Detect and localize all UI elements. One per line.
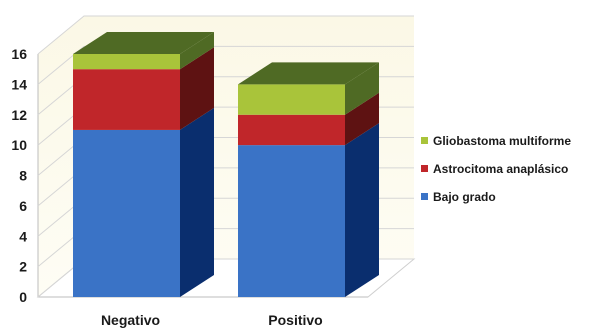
bar-segment-side (180, 32, 214, 70)
legend-swatch (421, 193, 428, 200)
bar-segment-front (73, 54, 180, 70)
bar-segment-side (180, 107, 214, 298)
x-category-label: Negativo (101, 312, 160, 328)
bar-stack-positivo (238, 62, 379, 297)
gridline (37, 45, 414, 85)
bar-segment-top (73, 32, 214, 54)
y-tick-label: 16 (11, 46, 27, 62)
bar-segment-front (238, 145, 345, 297)
y-axis-ticks: 0 2 4 6 8 10 12 14 16 (11, 46, 27, 305)
y-tick-label: 6 (19, 198, 27, 214)
bar-stack-negativo (73, 32, 214, 298)
gridline (37, 15, 414, 55)
bar-segment-side (180, 47, 214, 130)
y-tick-label: 12 (11, 107, 27, 123)
legend-label: Bajo grado (433, 190, 496, 204)
y-tick-label: 10 (11, 137, 27, 153)
bar-segment-front (73, 129, 180, 297)
bar-segment-front (238, 114, 345, 146)
bar-segment-front (73, 69, 180, 130)
legend-label: Astrocitoma anaplásico (433, 162, 568, 176)
bar-segment-side (345, 62, 379, 115)
bar-segment-side (345, 92, 379, 146)
bar-segment-top (238, 62, 379, 85)
bar-segment-side (345, 123, 379, 297)
legend-swatch (421, 137, 428, 144)
legend-label: Gliobastoma multiforme (433, 134, 571, 148)
legend-swatch (421, 165, 428, 172)
legend: Gliobastoma multiforme Astrocitoma anaplá… (421, 134, 571, 204)
x-axis-categories: Negativo Positivo (101, 312, 323, 328)
y-tick-label: 2 (19, 259, 27, 275)
y-tick-label: 0 (19, 289, 27, 305)
y-tick-label: 4 (19, 228, 27, 244)
y-tick-label: 14 (11, 76, 27, 92)
bar-segment-front (238, 84, 345, 115)
bars (73, 32, 379, 298)
y-tick-label: 8 (19, 168, 27, 184)
x-category-label: Positivo (268, 312, 322, 328)
